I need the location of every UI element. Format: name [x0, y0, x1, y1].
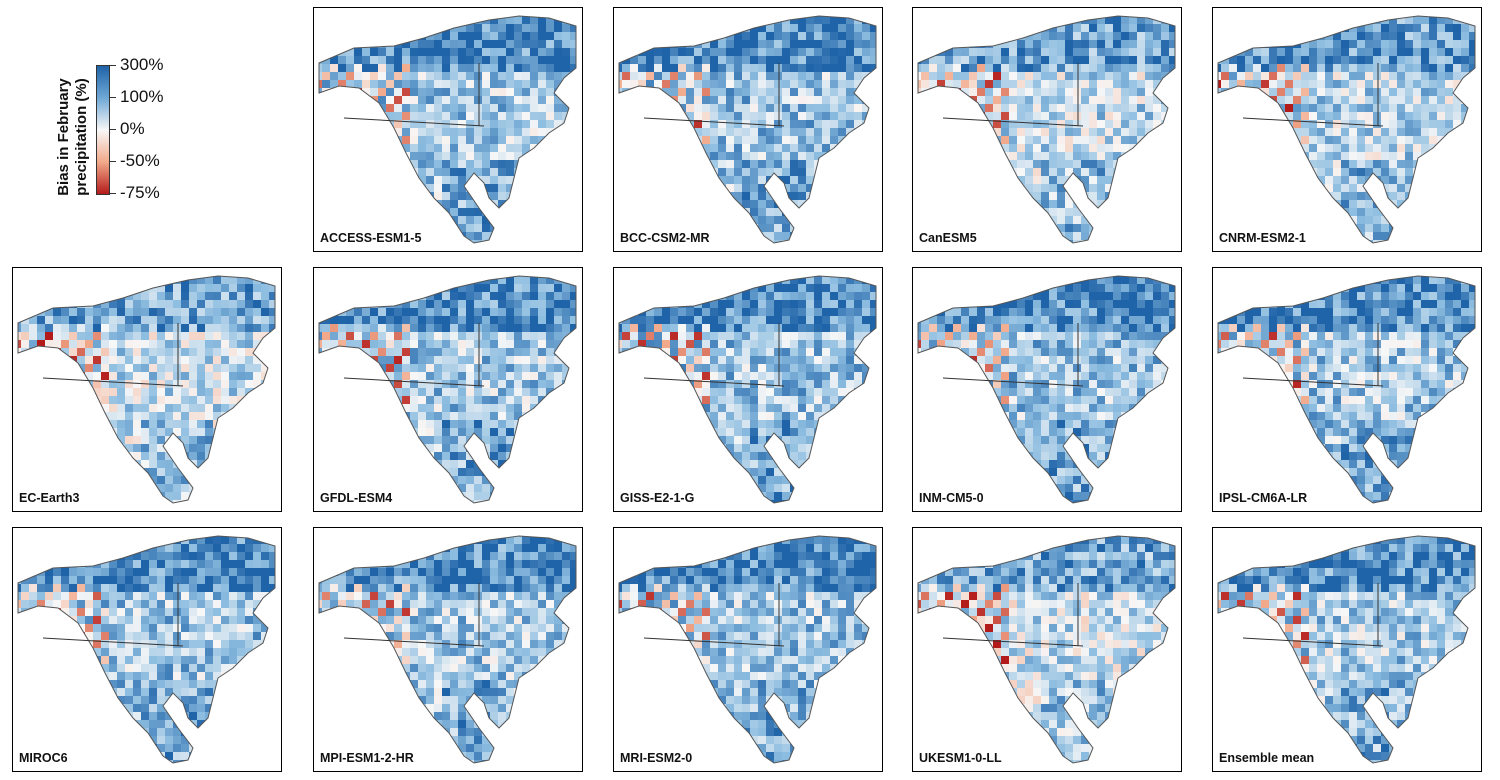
bias-map [1217, 535, 1476, 764]
map-panel: CNRM-ESM2-1 [1212, 7, 1482, 252]
panel-model-label: ACCESS-ESM1-5 [320, 231, 422, 245]
bias-map [618, 535, 877, 764]
coastline [17, 275, 276, 504]
bias-map [917, 15, 1176, 244]
bias-map [318, 15, 577, 244]
map-panel: MRI-ESM2-0 [613, 527, 883, 772]
legend-title-line2: precipitation (%) [73, 78, 90, 196]
coastline [1217, 15, 1476, 244]
coastline [917, 275, 1176, 504]
legend-title: Bias in February precipitation (%) [55, 52, 91, 222]
country-border [343, 323, 485, 387]
country-border [942, 63, 1084, 127]
panel-model-label: EC-Earth3 [19, 491, 80, 505]
bias-map [318, 275, 577, 504]
tick-label: -50% [120, 151, 160, 170]
country-border [1242, 323, 1384, 387]
bias-map [917, 535, 1176, 764]
coastline [917, 15, 1176, 244]
panel-model-label: CanESM5 [919, 231, 977, 245]
bias-map [17, 535, 276, 764]
panel-model-label: BCC-CSM2-MR [620, 231, 710, 245]
country-border [1242, 63, 1384, 127]
panel-model-label: MRI-ESM2-0 [620, 751, 693, 765]
colorbar-legend: Bias in February precipitation (%) 300% … [40, 55, 240, 215]
coastline [618, 535, 877, 764]
bias-map [17, 275, 276, 504]
coastline [1217, 275, 1476, 504]
bias-map [917, 275, 1176, 504]
map-panel: GISS-E2-1-G [613, 267, 883, 512]
bias-map [318, 535, 577, 764]
map-panel: CanESM5 [912, 7, 1182, 252]
map-panel: MPI-ESM1-2-HR [313, 527, 583, 772]
bias-map [618, 15, 877, 244]
tick-mark [110, 97, 116, 98]
map-panel: IPSL-CM6A-LR [1212, 267, 1482, 512]
panel-model-label: IPSL-CM6A-LR [1219, 491, 1308, 505]
country-border [643, 63, 785, 127]
panel-model-label: MIROC6 [19, 751, 68, 765]
tick-label: -75% [120, 183, 160, 202]
tick-label: 100% [120, 87, 164, 106]
coastline [318, 15, 577, 244]
coastline [1217, 535, 1476, 764]
panel-model-label: GFDL-ESM4 [320, 491, 393, 505]
map-panel: ACCESS-ESM1-5 [313, 7, 583, 252]
map-panel: Ensemble mean [1212, 527, 1482, 772]
country-border [42, 583, 184, 647]
coastline [618, 15, 877, 244]
panel-model-label: Ensemble mean [1219, 751, 1315, 765]
panel-model-label: CNRM-ESM2-1 [1219, 231, 1306, 245]
tick-label: 300% [120, 55, 164, 74]
colorbar [96, 65, 110, 195]
panel-model-label: MPI-ESM1-2-HR [320, 751, 414, 765]
country-border [42, 323, 184, 387]
tick-mark [110, 161, 116, 162]
map-panel: INM-CM5-0 [912, 267, 1182, 512]
coastline [318, 275, 577, 504]
bias-map [618, 275, 877, 504]
country-border [643, 323, 785, 387]
tick-mark [110, 129, 116, 130]
map-panel: UKESM1-0-LL [912, 527, 1182, 772]
map-panel: BCC-CSM2-MR [613, 7, 883, 252]
bias-map [1217, 275, 1476, 504]
country-border [942, 583, 1084, 647]
panel-model-label: UKESM1-0-LL [919, 751, 1002, 765]
bias-map [1217, 15, 1476, 244]
panel-model-label: GISS-E2-1-G [620, 491, 695, 505]
legend-title-line1: Bias in February [55, 78, 72, 196]
coastline [318, 535, 577, 764]
country-border [942, 323, 1084, 387]
panel-model-label: INM-CM5-0 [919, 491, 984, 505]
country-border [1242, 583, 1384, 647]
map-panel: EC-Earth3 [12, 267, 282, 512]
tick-mark [110, 65, 116, 66]
coastline [618, 275, 877, 504]
tick-mark [110, 193, 116, 194]
map-panel: GFDL-ESM4 [313, 267, 583, 512]
tick-label: 0% [120, 119, 145, 138]
country-border [343, 583, 485, 647]
coastline [17, 535, 276, 764]
country-border [343, 63, 485, 127]
map-panel: MIROC6 [12, 527, 282, 772]
country-border [643, 583, 785, 647]
coastline [917, 535, 1176, 764]
